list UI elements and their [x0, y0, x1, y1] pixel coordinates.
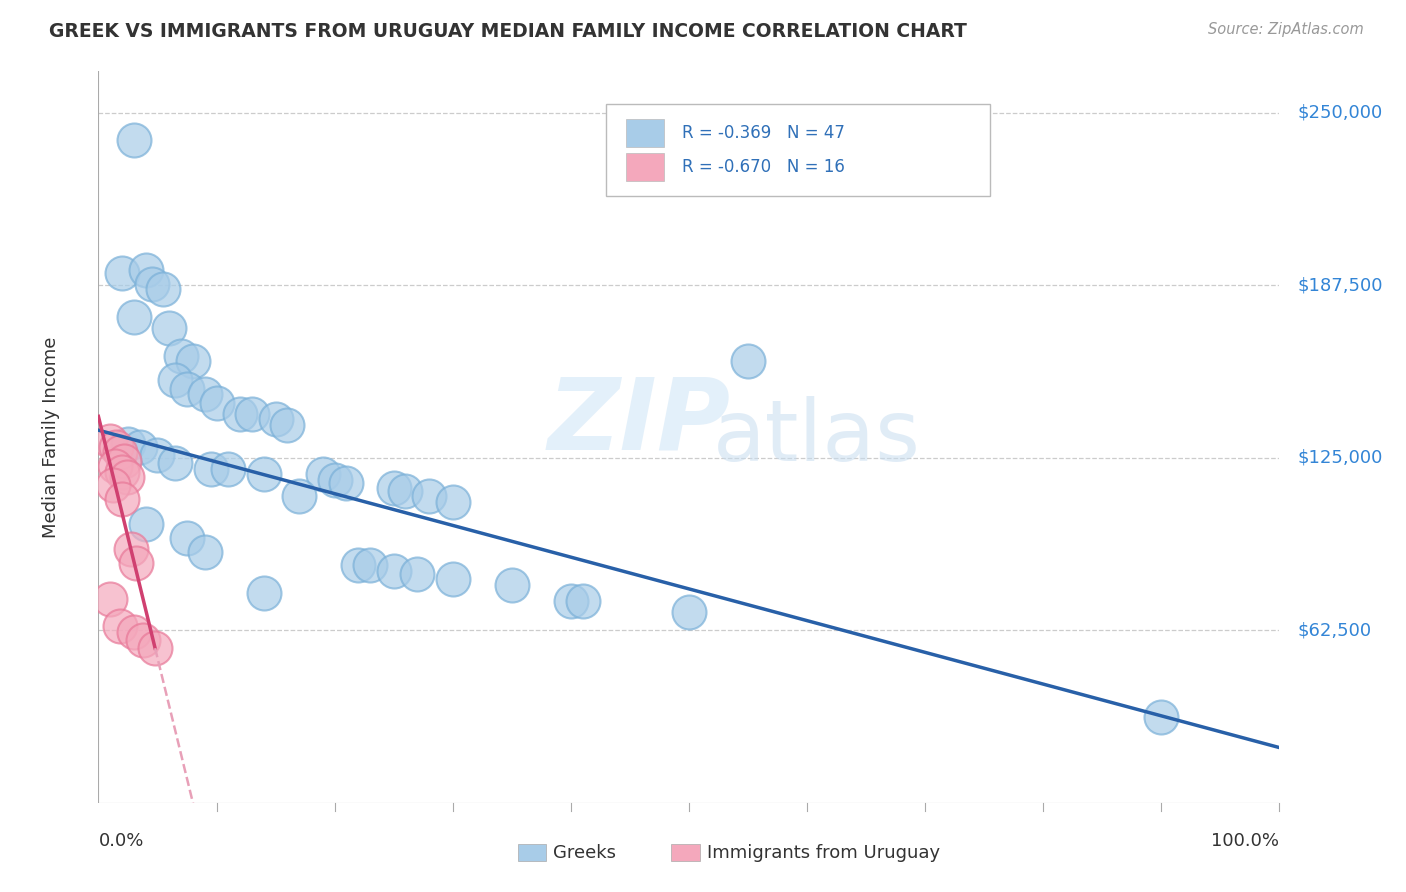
- Bar: [671, 844, 700, 862]
- Point: [181, 354, 204, 368]
- Point: [112, 453, 135, 467]
- Text: $187,500: $187,500: [1298, 277, 1382, 294]
- Point: [111, 492, 134, 507]
- Point: [122, 624, 145, 639]
- Text: R = -0.670   N = 16: R = -0.670 N = 16: [682, 158, 845, 177]
- Text: $250,000: $250,000: [1298, 103, 1382, 122]
- Text: $62,500: $62,500: [1298, 622, 1371, 640]
- Text: atlas: atlas: [713, 395, 921, 479]
- Point: [146, 448, 169, 462]
- Point: [132, 632, 155, 647]
- Point: [176, 531, 198, 545]
- Text: Median Family Income: Median Family Income: [42, 336, 60, 538]
- Point: [117, 437, 139, 451]
- Point: [101, 478, 124, 492]
- Point: [200, 462, 222, 476]
- Point: [441, 572, 464, 586]
- Bar: [517, 844, 546, 862]
- Text: 0.0%: 0.0%: [98, 832, 143, 850]
- Text: $125,000: $125,000: [1298, 449, 1382, 467]
- Point: [125, 556, 148, 570]
- Point: [111, 465, 134, 479]
- Point: [141, 277, 163, 291]
- Point: [312, 467, 335, 482]
- Point: [217, 462, 239, 476]
- Text: 100.0%: 100.0%: [1212, 832, 1279, 850]
- Text: ZIP: ZIP: [547, 374, 730, 471]
- Text: R = -0.369   N = 47: R = -0.369 N = 47: [682, 124, 845, 142]
- FancyBboxPatch shape: [606, 104, 990, 195]
- Point: [571, 594, 593, 608]
- FancyBboxPatch shape: [626, 119, 664, 146]
- Point: [441, 495, 464, 509]
- Point: [115, 470, 138, 484]
- Text: GREEK VS IMMIGRANTS FROM URUGUAY MEDIAN FAMILY INCOME CORRELATION CHART: GREEK VS IMMIGRANTS FROM URUGUAY MEDIAN …: [49, 22, 967, 41]
- Point: [288, 490, 311, 504]
- Point: [111, 266, 134, 280]
- Point: [152, 282, 174, 296]
- Point: [194, 544, 217, 558]
- Point: [253, 586, 276, 600]
- Point: [382, 481, 405, 495]
- Point: [406, 566, 429, 581]
- Point: [122, 133, 145, 147]
- Point: [347, 558, 370, 573]
- Point: [1150, 710, 1173, 724]
- Point: [194, 387, 217, 401]
- Point: [418, 490, 440, 504]
- Point: [737, 354, 759, 368]
- Point: [108, 619, 131, 633]
- Point: [135, 263, 157, 277]
- Point: [229, 407, 252, 421]
- Point: [170, 349, 193, 363]
- Point: [121, 541, 143, 556]
- Text: Source: ZipAtlas.com: Source: ZipAtlas.com: [1208, 22, 1364, 37]
- Point: [165, 456, 187, 470]
- Text: Immigrants from Uruguay: Immigrants from Uruguay: [707, 844, 939, 862]
- Point: [394, 483, 416, 498]
- Point: [128, 440, 150, 454]
- Point: [122, 310, 145, 324]
- FancyBboxPatch shape: [626, 153, 664, 181]
- Point: [105, 440, 128, 454]
- Point: [678, 605, 700, 619]
- Text: Greeks: Greeks: [553, 844, 616, 862]
- Point: [560, 594, 582, 608]
- Point: [264, 412, 287, 426]
- Point: [157, 321, 180, 335]
- Point: [240, 407, 263, 421]
- Point: [98, 434, 121, 449]
- Point: [382, 564, 405, 578]
- Point: [176, 382, 198, 396]
- Point: [98, 591, 121, 606]
- Point: [135, 516, 157, 531]
- Point: [323, 473, 346, 487]
- Point: [205, 395, 228, 409]
- Point: [501, 578, 523, 592]
- Point: [359, 558, 381, 573]
- Point: [104, 458, 127, 473]
- Point: [276, 417, 298, 432]
- Point: [108, 445, 131, 459]
- Point: [253, 467, 276, 482]
- Point: [335, 475, 357, 490]
- Point: [143, 641, 166, 656]
- Point: [165, 374, 187, 388]
